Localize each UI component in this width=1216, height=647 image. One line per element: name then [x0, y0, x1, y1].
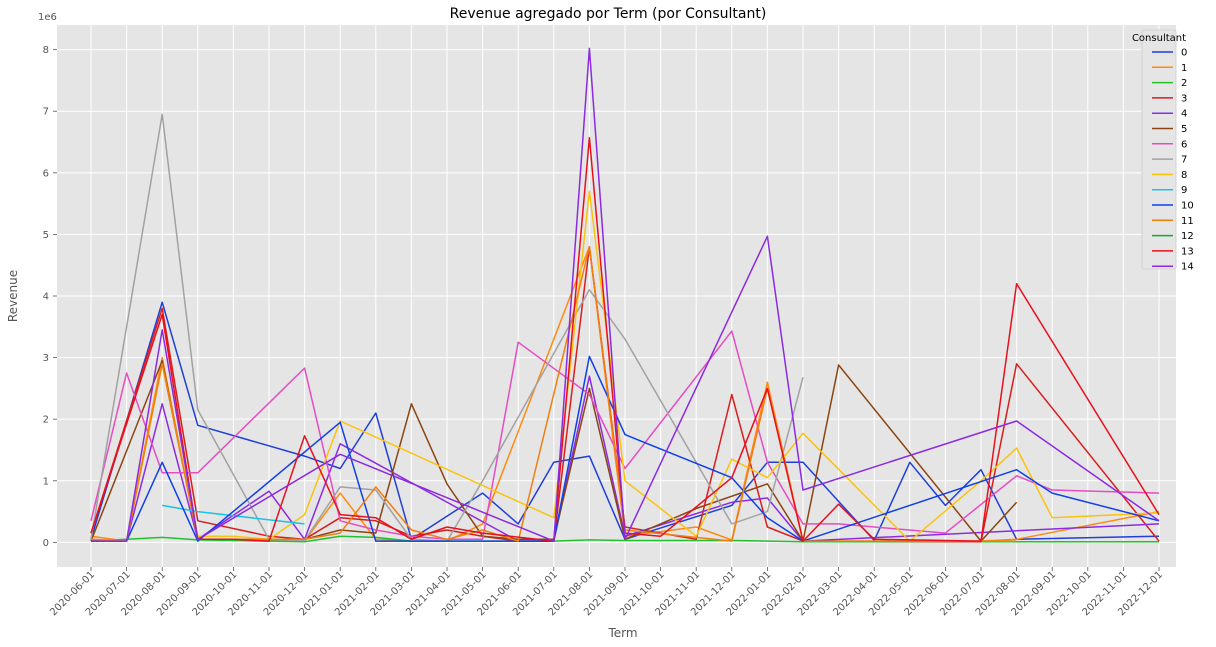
legend-label-12: 12	[1181, 231, 1194, 242]
chart-title: Revenue agregado por Term (por Consultan…	[450, 6, 767, 22]
legend-label-3: 3	[1181, 93, 1187, 104]
legend-label-4: 4	[1181, 109, 1187, 120]
y-ticks: 0 1 2 3 4 5 6 7 8	[43, 45, 57, 549]
y-axis-label: Revenue	[6, 270, 20, 322]
legend-title: Consultant	[1132, 33, 1186, 44]
legend-label-2: 2	[1181, 78, 1187, 89]
legend-label-9: 9	[1181, 185, 1187, 196]
legend-label-10: 10	[1181, 201, 1194, 212]
x-axis-label: Term	[607, 626, 637, 640]
y-tick-label: 4	[43, 292, 49, 303]
legend-label-7: 7	[1181, 155, 1187, 166]
series-line-0	[90, 301, 1160, 542]
series-line-6	[90, 330, 1160, 541]
series-line-11	[90, 245, 1017, 542]
y-multiplier-label: 1e6	[38, 12, 57, 23]
y-tick-label: 6	[43, 168, 49, 179]
y-tick-label: 7	[43, 107, 49, 118]
legend-label-14: 14	[1181, 262, 1194, 273]
legend-label-1: 1	[1181, 63, 1187, 74]
legend-label-0: 0	[1181, 48, 1187, 59]
series-layer	[90, 47, 1160, 543]
y-tick-label: 0	[43, 538, 49, 549]
legend-label-11: 11	[1181, 216, 1194, 227]
legend-label-8: 8	[1181, 170, 1187, 181]
y-tick-label: 2	[43, 415, 49, 426]
legend-label-6: 6	[1181, 139, 1187, 150]
series-line-9	[162, 504, 305, 525]
x-ticks: 2020-06-012020-07-012020-08-012020-09-01…	[48, 567, 1165, 618]
legend-label-5: 5	[1181, 124, 1187, 135]
legend-box	[1141, 29, 1177, 270]
legend-label-13: 13	[1181, 246, 1194, 257]
y-tick-label: 5	[43, 230, 49, 241]
series-line-14	[91, 47, 1160, 542]
y-tick-label: 8	[43, 45, 49, 56]
y-tick-label: 1	[43, 476, 49, 487]
y-tick-label: 3	[43, 353, 49, 364]
